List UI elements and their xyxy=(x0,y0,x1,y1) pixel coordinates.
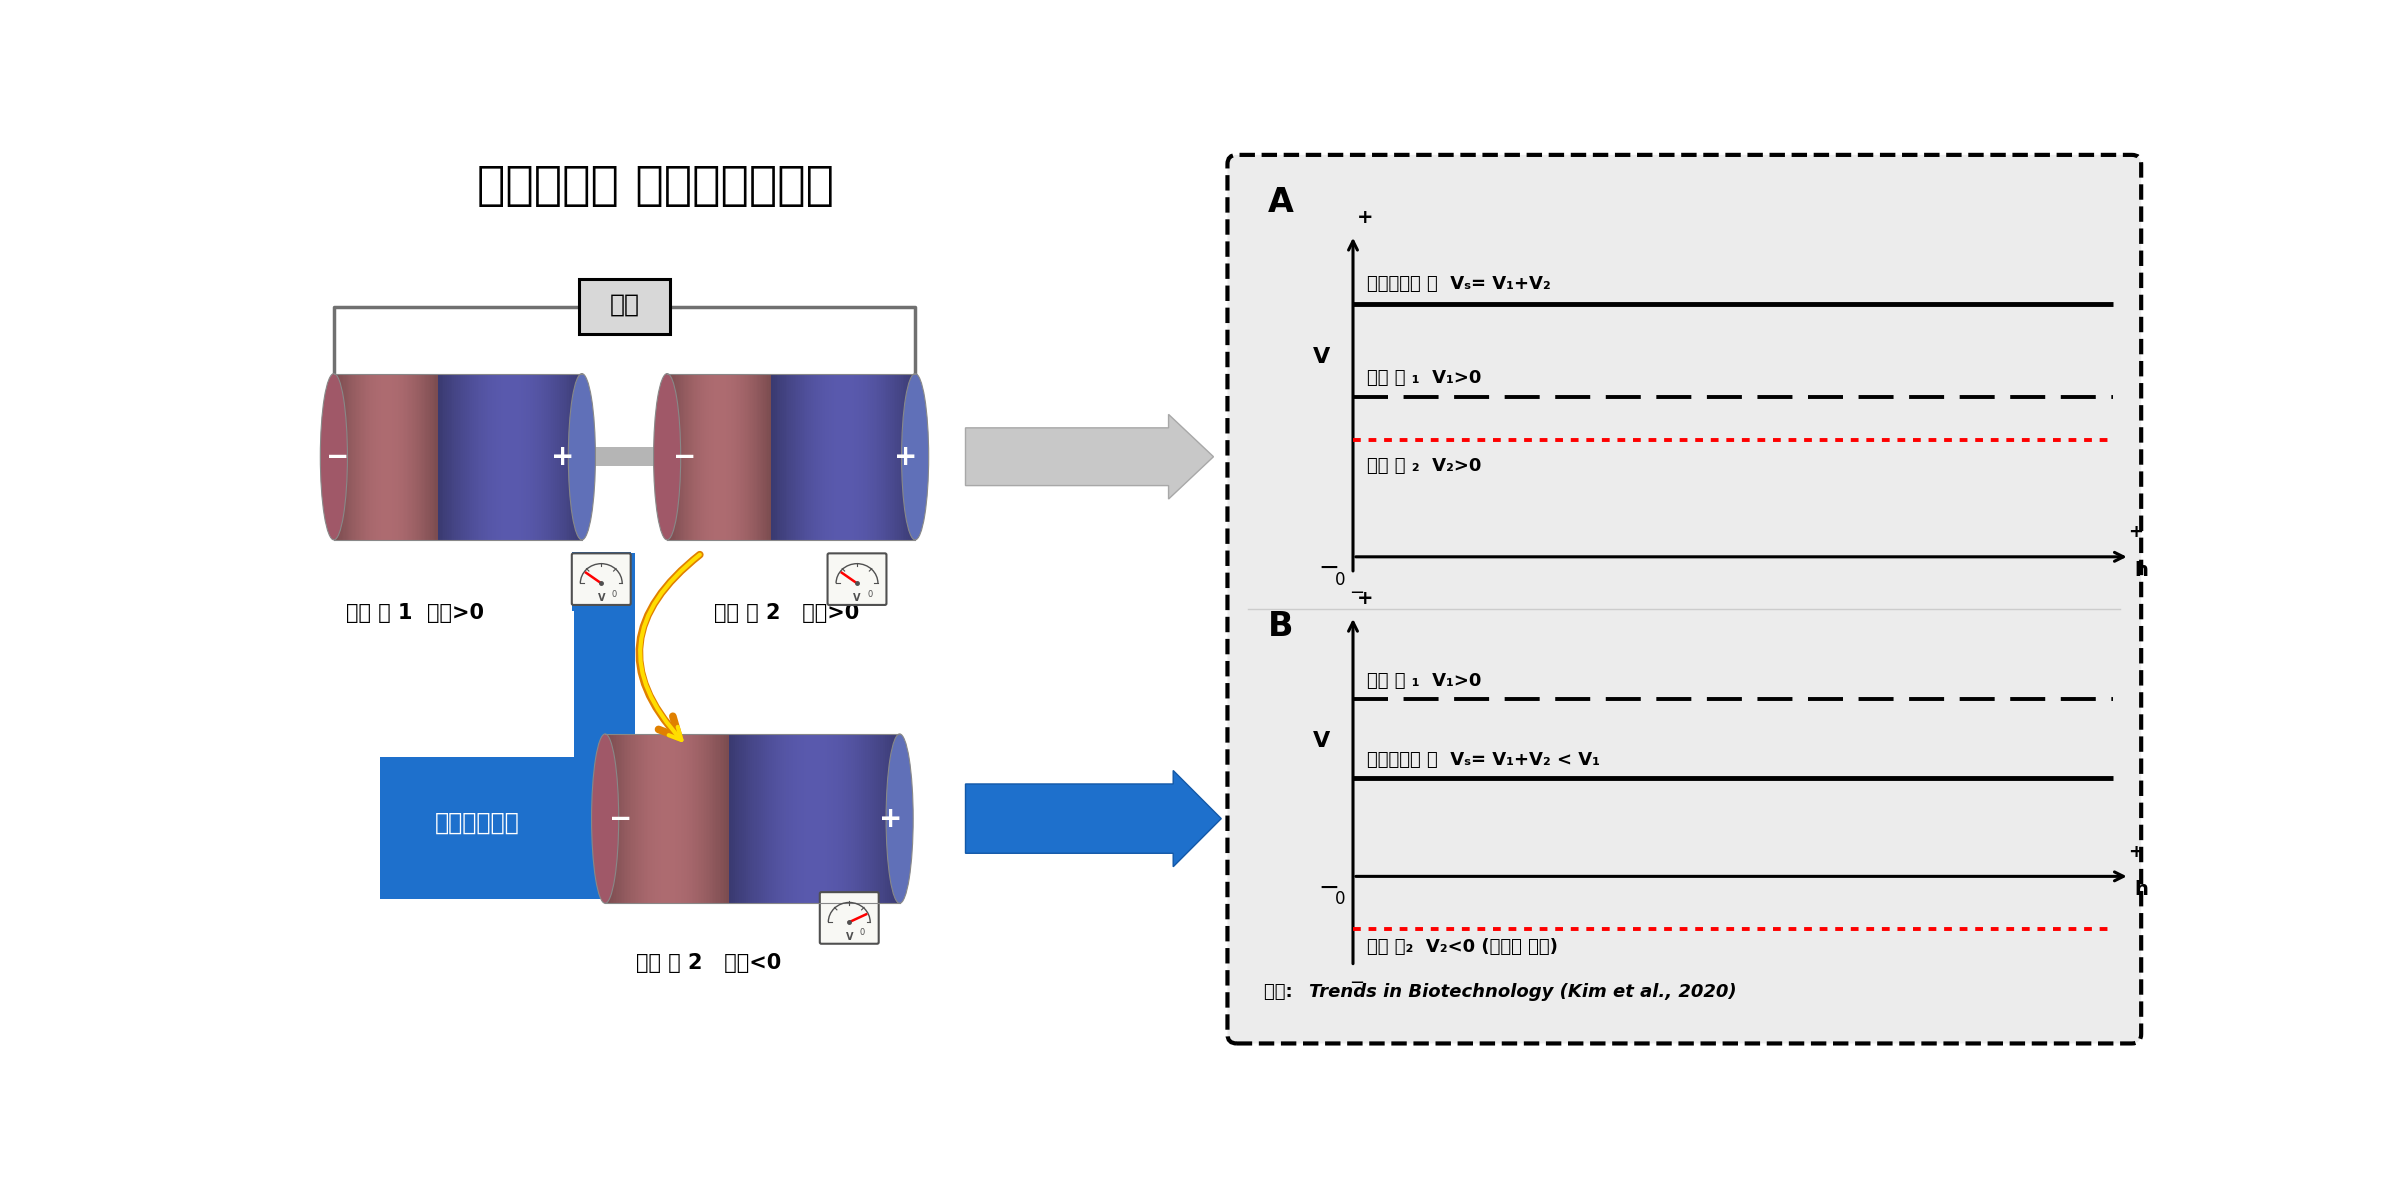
Ellipse shape xyxy=(321,373,347,539)
Bar xyxy=(574,552,634,899)
Text: 단위 셀 2   전압<0: 단위 셀 2 전압<0 xyxy=(636,953,782,973)
Ellipse shape xyxy=(591,734,620,903)
Bar xyxy=(572,552,631,611)
FancyBboxPatch shape xyxy=(572,554,631,605)
Text: V: V xyxy=(598,593,605,604)
Text: 전압역전현상: 전압역전현상 xyxy=(435,810,519,834)
FancyBboxPatch shape xyxy=(828,554,887,605)
Text: −: − xyxy=(325,443,349,470)
Text: V: V xyxy=(1313,731,1330,751)
Text: 0: 0 xyxy=(859,929,864,937)
Text: 출처:: 출처: xyxy=(1263,982,1299,1000)
Text: −: − xyxy=(672,443,696,470)
Text: 단위 셀 1  전압>0: 단위 셀 1 전압>0 xyxy=(344,604,483,623)
Ellipse shape xyxy=(902,373,928,539)
Text: −: − xyxy=(610,804,631,833)
Ellipse shape xyxy=(569,373,596,539)
Text: +: + xyxy=(878,804,902,833)
Text: 저항: 저항 xyxy=(610,293,639,317)
Text: 0: 0 xyxy=(612,589,617,599)
Text: h: h xyxy=(2134,561,2148,580)
Ellipse shape xyxy=(653,373,682,539)
Text: 직렬연결된 미생물연료전지: 직렬연결된 미생물연료전지 xyxy=(476,164,835,209)
Text: V: V xyxy=(1313,347,1330,367)
Ellipse shape xyxy=(885,734,914,903)
Text: 직렬연결된 셀  Vₛ= V₁+V₂: 직렬연결된 셀 Vₛ= V₁+V₂ xyxy=(1366,276,1550,293)
Text: 0: 0 xyxy=(868,589,873,599)
FancyBboxPatch shape xyxy=(820,892,878,943)
Text: 0: 0 xyxy=(1335,570,1344,589)
FancyArrow shape xyxy=(966,415,1213,499)
Text: +: + xyxy=(1356,208,1373,227)
Text: 단위 셀 ₁  V₁>0: 단위 셀 ₁ V₁>0 xyxy=(1366,671,1481,690)
Text: 0: 0 xyxy=(1335,890,1344,909)
FancyArrow shape xyxy=(966,771,1222,867)
Text: 단위 셀 ₂  V₂>0: 단위 셀 ₂ V₂>0 xyxy=(1366,456,1481,475)
Text: Trends in Biotechnology (Kim et al., 2020): Trends in Biotechnology (Kim et al., 202… xyxy=(1308,982,1737,1000)
Text: A: A xyxy=(1268,185,1294,219)
Text: h: h xyxy=(2134,880,2148,899)
Text: +: + xyxy=(895,443,919,470)
Text: 직렬연결된 셀  Vₛ= V₁+V₂ < V₁: 직렬연결된 셀 Vₛ= V₁+V₂ < V₁ xyxy=(1366,751,1600,769)
Text: V: V xyxy=(844,931,854,942)
Text: +: + xyxy=(2129,524,2143,542)
Text: −: − xyxy=(1318,556,1340,581)
Text: V: V xyxy=(854,593,861,604)
Text: 단위 셀₂  V₂<0 (역전된 전압): 단위 셀₂ V₂<0 (역전된 전압) xyxy=(1366,939,1557,956)
FancyBboxPatch shape xyxy=(1227,154,2141,1043)
Bar xyxy=(380,757,574,899)
FancyBboxPatch shape xyxy=(579,279,670,334)
Text: 단위 셀 ₁  V₁>0: 단위 셀 ₁ V₁>0 xyxy=(1366,369,1481,387)
Text: 단위 셀 2   전압>0: 단위 셀 2 전압>0 xyxy=(713,604,859,623)
Text: +: + xyxy=(1356,589,1373,608)
Text: −: − xyxy=(1349,974,1363,992)
Text: B: B xyxy=(1268,609,1294,643)
Text: −: − xyxy=(1318,876,1340,901)
Bar xyxy=(569,448,679,466)
Text: −: − xyxy=(1349,583,1363,602)
Text: +: + xyxy=(550,443,574,470)
Text: +: + xyxy=(2129,843,2143,861)
